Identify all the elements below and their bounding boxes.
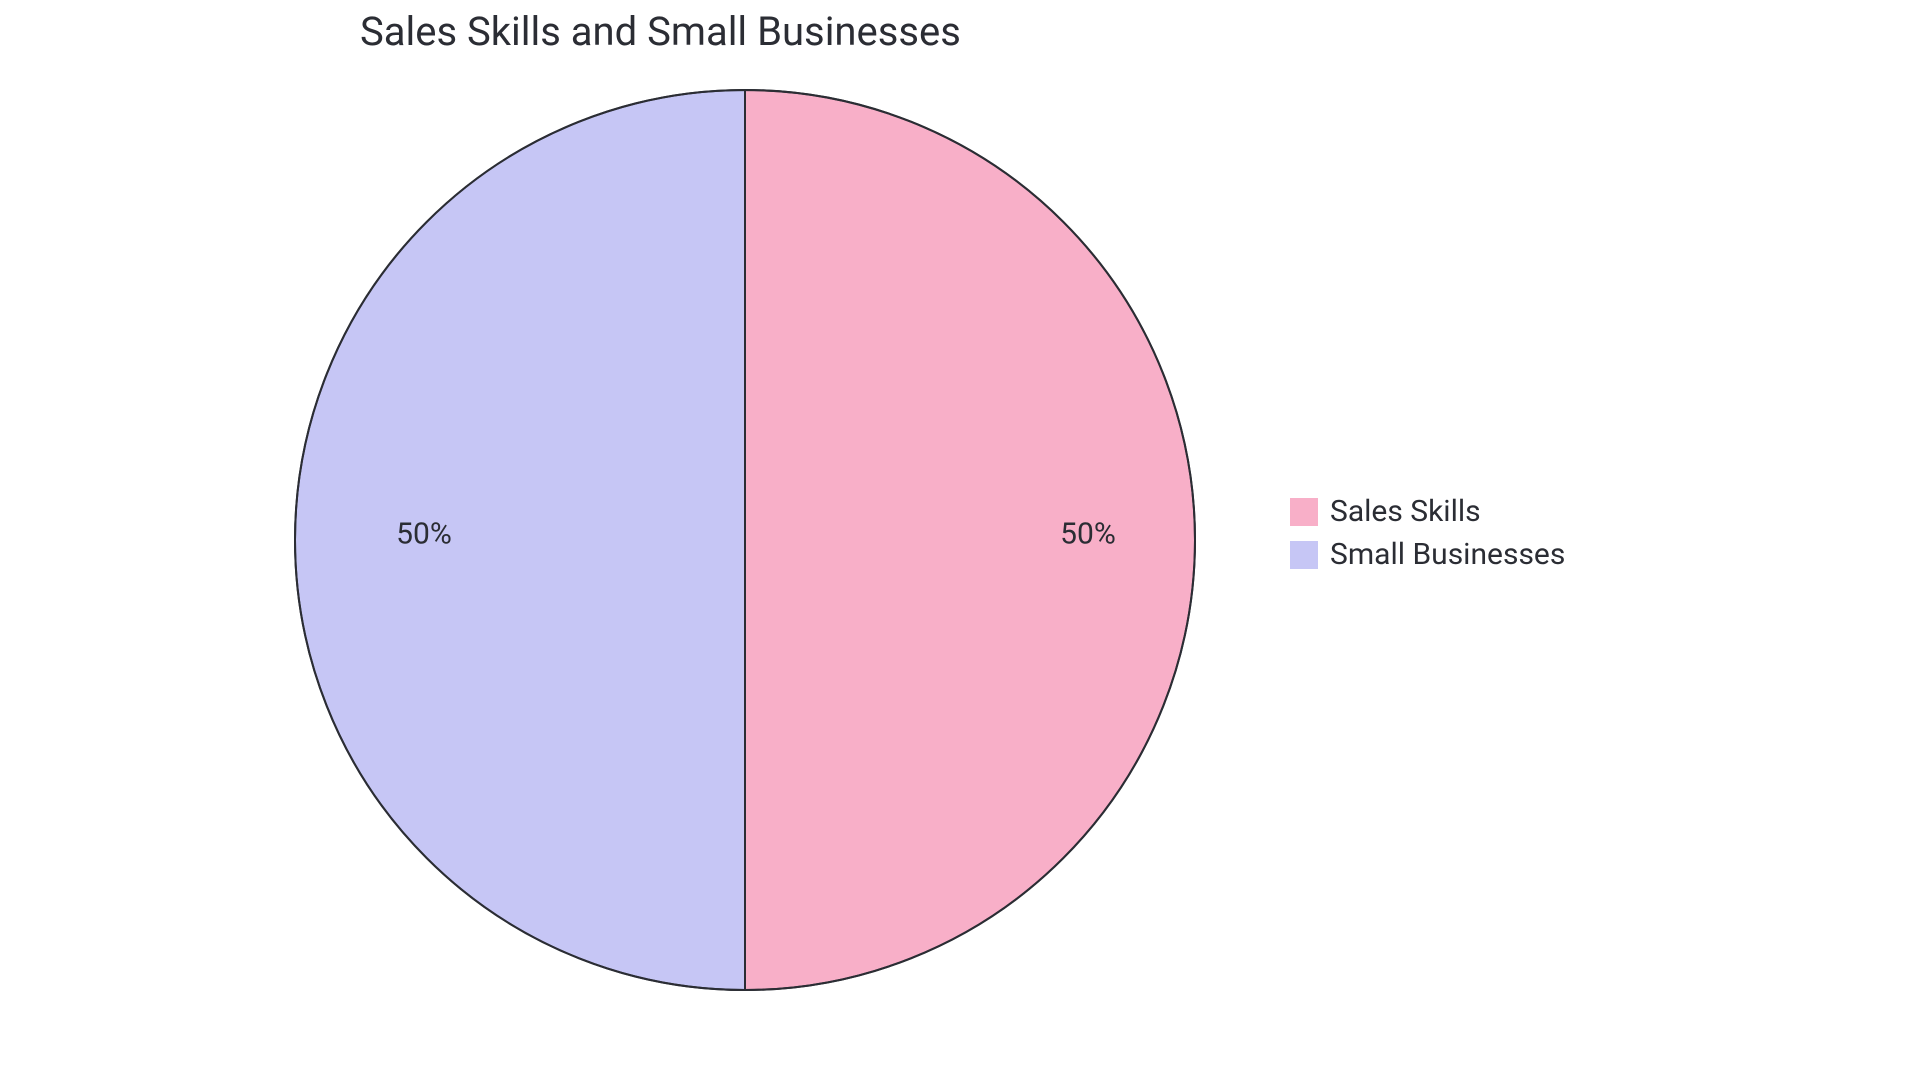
legend: Sales Skills Small Businesses xyxy=(1290,494,1565,572)
legend-swatch-1 xyxy=(1290,541,1318,569)
pie-slice-0 xyxy=(745,90,1195,990)
legend-label-0: Sales Skills xyxy=(1330,494,1481,529)
legend-item-1: Small Businesses xyxy=(1290,537,1565,572)
chart-title: Sales Skills and Small Businesses xyxy=(360,8,961,55)
pie-slice-1 xyxy=(295,90,745,990)
slice-label-1: 50% xyxy=(396,517,452,552)
legend-item-0: Sales Skills xyxy=(1290,494,1565,529)
slice-label-0: 50% xyxy=(1060,517,1116,552)
legend-swatch-0 xyxy=(1290,498,1318,526)
legend-label-1: Small Businesses xyxy=(1330,537,1565,572)
pie-chart-container: Sales Skills and Small Businesses 50% 50… xyxy=(0,0,1920,1080)
